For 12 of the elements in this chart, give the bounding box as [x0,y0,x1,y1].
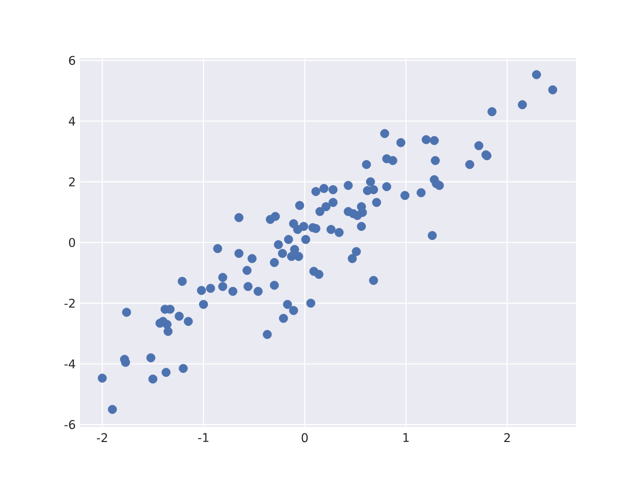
y-tick-label: -4 [64,360,76,368]
x-tick-label: -1 [198,433,208,442]
x-tick-label: 0 [302,433,308,442]
y-tick-label: -6 [64,420,76,430]
y-tick-label: 0 [68,238,76,248]
y-tick-label: 4 [68,116,76,126]
y-tick-label: 6 [69,56,76,65]
y-tick-label: 2 [69,177,75,186]
y-tick-label: -2 [64,298,75,308]
x-tick-label: -2 [96,433,108,442]
x-tick-label: 1 [403,433,409,442]
x-tick-label: 2 [504,433,510,442]
